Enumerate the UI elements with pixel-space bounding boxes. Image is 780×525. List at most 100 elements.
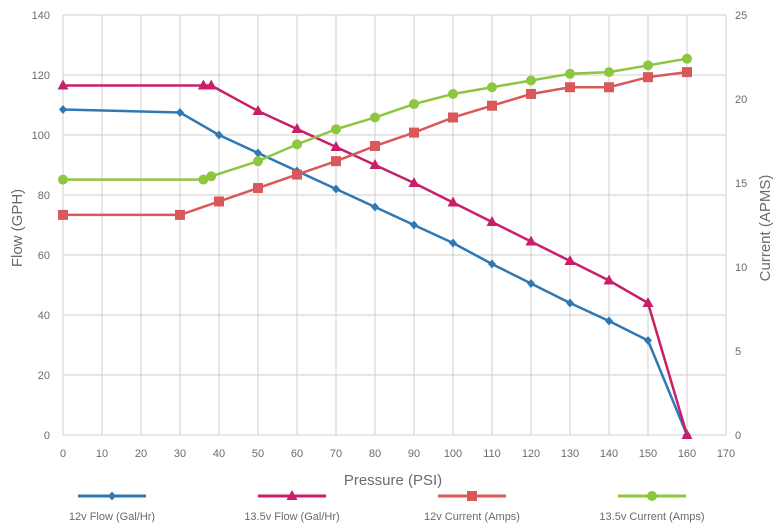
data-point	[643, 60, 653, 71]
data-point	[644, 336, 652, 345]
tick-labels: 0 10 20 30 40 50 60 70 80 90 100 110 120 130 140 150 160…	[32, 10, 748, 460]
data-point	[292, 139, 302, 150]
data-point	[410, 220, 418, 230]
data-point	[448, 88, 458, 99]
y-tick-label: 120	[32, 70, 50, 82]
data-point	[176, 108, 184, 117]
data-point	[566, 298, 574, 308]
x-tick-label: 100	[444, 448, 462, 460]
data-point	[486, 216, 498, 226]
data-point	[197, 79, 209, 90]
legend-label: 12v Current (Amps)	[424, 511, 520, 523]
y-tick-label: 100	[32, 130, 50, 142]
data-point	[449, 238, 457, 248]
y-tick-label: 40	[38, 310, 50, 322]
y-tick-label: 140	[32, 10, 50, 22]
x-tick-label: 160	[678, 448, 696, 460]
data-point	[526, 88, 536, 99]
data-point	[214, 196, 224, 207]
legend-marker	[286, 490, 298, 500]
data-point	[487, 82, 497, 93]
data-point	[252, 105, 264, 115]
data-point	[565, 68, 575, 79]
y-tick-label: 0	[44, 430, 50, 442]
data-point	[198, 174, 209, 185]
data-point	[175, 209, 185, 220]
data-point	[205, 79, 217, 90]
x-tick-label: 80	[369, 448, 381, 460]
data-point	[447, 196, 459, 207]
x-tick-label: 90	[408, 448, 420, 460]
data-point	[330, 141, 342, 151]
data-point	[254, 148, 262, 158]
legend-marker	[647, 491, 657, 501]
data-point	[605, 316, 613, 326]
data-point	[331, 156, 341, 167]
x-tick-label: 110	[483, 448, 501, 460]
data-point	[642, 297, 654, 307]
data-point	[526, 75, 536, 86]
data-point	[58, 174, 68, 185]
data-point	[525, 235, 537, 246]
data-point	[564, 255, 576, 265]
y-tick-label: 60	[38, 250, 50, 262]
x-tick-label: 120	[522, 448, 540, 460]
data-point	[253, 183, 263, 194]
data-point	[291, 123, 303, 133]
y2-axis-title: Current (APMS)	[757, 175, 774, 282]
y2-tick-label: 20	[735, 94, 747, 106]
data-point	[643, 72, 653, 83]
data-point	[370, 141, 380, 152]
data-point	[59, 105, 67, 114]
data-point	[565, 82, 575, 93]
data-point	[681, 429, 693, 439]
legend-label: 12v Flow (Gal/Hr)	[69, 511, 155, 523]
data-point	[488, 259, 496, 269]
data-point	[604, 82, 614, 93]
data-point	[58, 209, 68, 220]
y2-tick-label: 10	[735, 262, 747, 274]
series-layer	[57, 53, 693, 440]
y2-tick-label: 0	[735, 430, 741, 442]
x-tick-label: 150	[639, 448, 657, 460]
x-tick-label: 10	[96, 448, 108, 460]
data-point	[370, 112, 380, 123]
data-point	[448, 112, 458, 123]
data-point	[215, 130, 223, 140]
y-tick-label: 20	[38, 370, 50, 382]
data-point	[409, 99, 419, 110]
data-point	[332, 184, 340, 194]
data-point	[408, 177, 420, 187]
x-tick-label: 130	[561, 448, 579, 460]
data-point	[527, 279, 535, 288]
data-point	[206, 171, 217, 182]
x-tick-label: 50	[252, 448, 264, 460]
data-point	[682, 67, 692, 78]
x-tick-label: 140	[600, 448, 618, 460]
x-tick-label: 70	[330, 448, 342, 460]
legend-marker	[108, 491, 116, 501]
y2-tick-label: 25	[735, 10, 747, 22]
legend-label: 13.5v Current (Amps)	[599, 511, 704, 523]
grid	[62, 14, 727, 436]
x-tick-label: 30	[174, 448, 186, 460]
x-tick-label: 170	[717, 448, 735, 460]
data-point	[331, 124, 341, 135]
data-point	[57, 79, 69, 90]
y-tick-label: 80	[38, 190, 50, 202]
x-tick-label: 0	[60, 448, 66, 460]
data-point	[409, 127, 419, 138]
y2-tick-label: 15	[735, 178, 747, 190]
data-point	[292, 169, 302, 180]
data-point	[369, 159, 381, 169]
data-point	[604, 67, 614, 78]
x-tick-label: 20	[135, 448, 147, 460]
x-tick-label: 60	[291, 448, 303, 460]
x-axis-title: Pressure (PSI)	[344, 472, 442, 489]
data-point	[371, 202, 379, 212]
data-point	[682, 53, 692, 64]
data-point	[487, 100, 497, 111]
legend: 12v Flow (Gal/Hr) 13.5v Flow (Gal/Hr) 12v …	[69, 490, 705, 523]
x-tick-label: 40	[213, 448, 225, 460]
data-point	[253, 156, 263, 167]
